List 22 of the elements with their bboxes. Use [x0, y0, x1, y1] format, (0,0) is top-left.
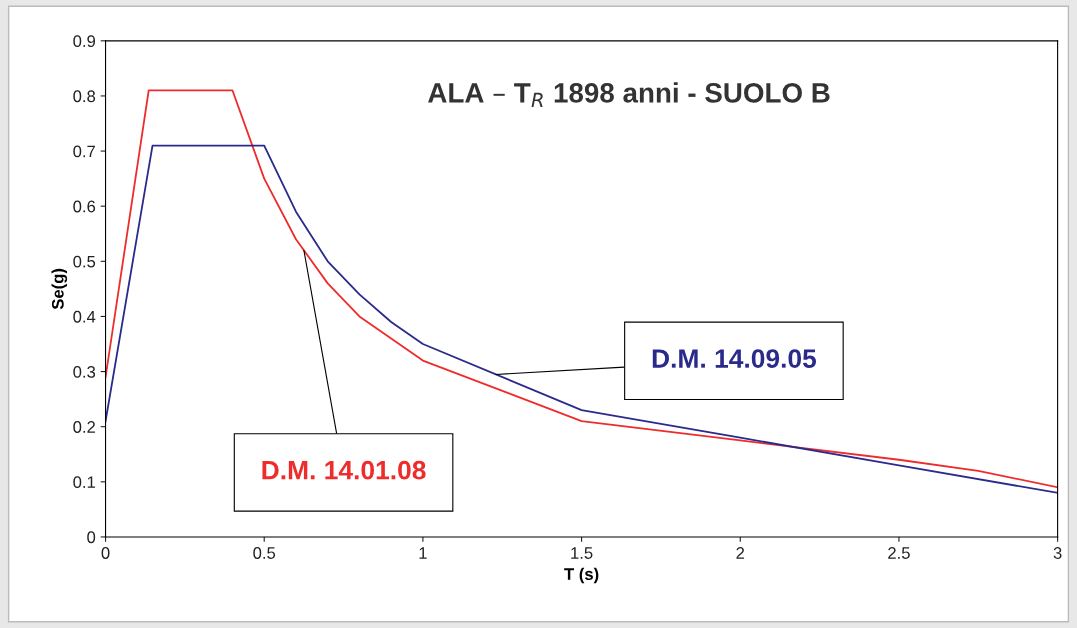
x-tick-label: 0.5 — [253, 547, 276, 559]
y-tick-label: 0.6 — [73, 200, 96, 213]
x-tick-label: 1.5 — [571, 547, 593, 559]
text: D.M. 14.09.05 — [652, 349, 817, 368]
text: ALA – T$_{R}$ 1898 anni - SUOLO B — [428, 82, 830, 107]
y-tick-label: 0.1 — [73, 476, 96, 489]
y-tick-label: 0.2 — [73, 421, 95, 433]
x-tick-label: 2.5 — [888, 547, 910, 559]
y-tick-label: 0.4 — [73, 310, 96, 323]
y-tick-label: 0.9 — [73, 35, 96, 48]
x-tick-label: 0 — [101, 547, 110, 559]
y-tick-label: 0.3 — [73, 365, 96, 378]
y-tick-label: 0.5 — [73, 255, 96, 268]
text: D.M. 14.01.08 — [262, 460, 426, 480]
y-tick-label: 0 — [87, 531, 96, 544]
y-tick-label: 0.7 — [73, 145, 95, 158]
x-tick-label: 1 — [419, 547, 427, 559]
x-tick-label: 3 — [1053, 547, 1062, 559]
x-axis-title: T (s) — [564, 567, 599, 584]
x-tick-label: 2 — [736, 547, 745, 559]
y-axis-title: Se(g) — [51, 268, 68, 310]
y-tick-label: 0.8 — [73, 90, 96, 103]
